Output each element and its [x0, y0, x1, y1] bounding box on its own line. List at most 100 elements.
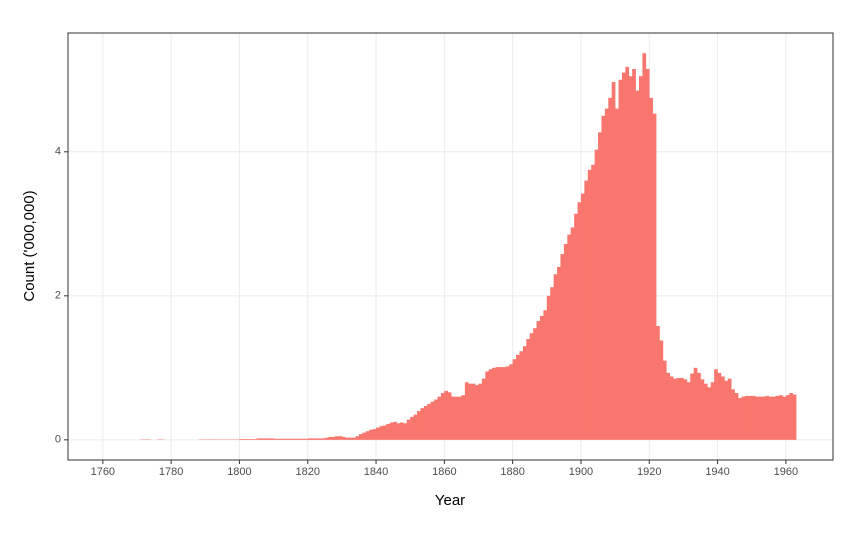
bar [341, 436, 346, 440]
bar [516, 354, 520, 440]
bar [775, 395, 780, 440]
bar [621, 72, 626, 440]
bar [683, 379, 688, 440]
bar [379, 426, 384, 440]
bar [270, 438, 274, 440]
bar [577, 202, 582, 440]
bar [639, 76, 643, 440]
bar [720, 376, 725, 440]
bar [393, 421, 397, 440]
bar [338, 436, 343, 440]
bar [277, 438, 281, 440]
bar [512, 359, 517, 440]
bar [604, 108, 609, 440]
y-tick-label: 2 [55, 290, 61, 302]
bar [307, 438, 312, 440]
bar [652, 113, 657, 440]
bar [294, 438, 298, 440]
bar [649, 97, 653, 440]
bar [300, 438, 305, 440]
bar [557, 267, 561, 440]
bar [693, 367, 698, 440]
bar [437, 396, 442, 440]
bar [495, 367, 500, 440]
bar [669, 376, 674, 440]
bar [615, 108, 619, 440]
bar [758, 396, 763, 440]
bar [399, 422, 404, 440]
bar [376, 427, 380, 440]
bar [608, 97, 612, 440]
bar [478, 383, 483, 440]
axes: 1760 1780 1800 1820 1840 1860 1880 1900 1920 1940… [55, 146, 798, 478]
bar [748, 395, 753, 440]
bar [420, 408, 425, 440]
y-tick-label: 4 [55, 146, 61, 158]
bar [249, 439, 254, 440]
bar [382, 425, 387, 440]
x-tick-label: 1800 [227, 466, 251, 478]
bar [570, 227, 575, 440]
bar [259, 438, 264, 440]
bar [645, 69, 650, 440]
bar [492, 367, 496, 440]
x-tick-label: 1760 [91, 466, 115, 478]
bar [246, 439, 250, 440]
bar [283, 438, 288, 440]
bar [481, 378, 486, 440]
bar [635, 90, 640, 440]
bar [741, 396, 746, 440]
bar [410, 416, 414, 440]
bar [584, 180, 589, 440]
bar [656, 326, 660, 440]
bar [789, 393, 794, 440]
bar [734, 393, 739, 440]
bar [533, 328, 537, 440]
bar [324, 437, 329, 440]
bar [461, 395, 466, 440]
bar [369, 429, 373, 440]
bar [464, 382, 469, 440]
bar [406, 419, 411, 440]
bar [717, 372, 722, 440]
bar [253, 439, 257, 440]
bar [768, 396, 773, 440]
bar [782, 396, 787, 440]
bar [321, 438, 326, 440]
bar [434, 399, 438, 440]
bar [335, 436, 339, 440]
bar [311, 438, 315, 440]
grid [68, 33, 833, 460]
bar [744, 395, 749, 440]
bar [280, 438, 285, 440]
bar [697, 372, 701, 440]
bar [451, 396, 455, 440]
bar [287, 438, 291, 440]
bar [618, 79, 623, 440]
panel-border [67, 32, 834, 461]
bar [543, 310, 548, 440]
bar [256, 438, 261, 440]
bar [591, 164, 595, 440]
bar [263, 438, 268, 440]
bar [355, 436, 360, 440]
bar [755, 396, 759, 440]
bar [242, 439, 247, 440]
bar [365, 431, 370, 440]
bar [628, 76, 633, 440]
bar [403, 423, 408, 440]
bar [673, 378, 677, 440]
bar [553, 274, 558, 440]
bar [625, 66, 630, 440]
bar [598, 132, 602, 440]
bar [440, 393, 445, 440]
x-tick-label: 1860 [432, 466, 456, 478]
bar [427, 403, 431, 440]
bar [444, 390, 449, 440]
bar [468, 383, 472, 440]
x-tick-label: 1960 [774, 466, 798, 478]
x-tick-label: 1780 [159, 466, 183, 478]
bar [505, 366, 510, 440]
bar [714, 369, 718, 440]
bar [345, 437, 350, 440]
